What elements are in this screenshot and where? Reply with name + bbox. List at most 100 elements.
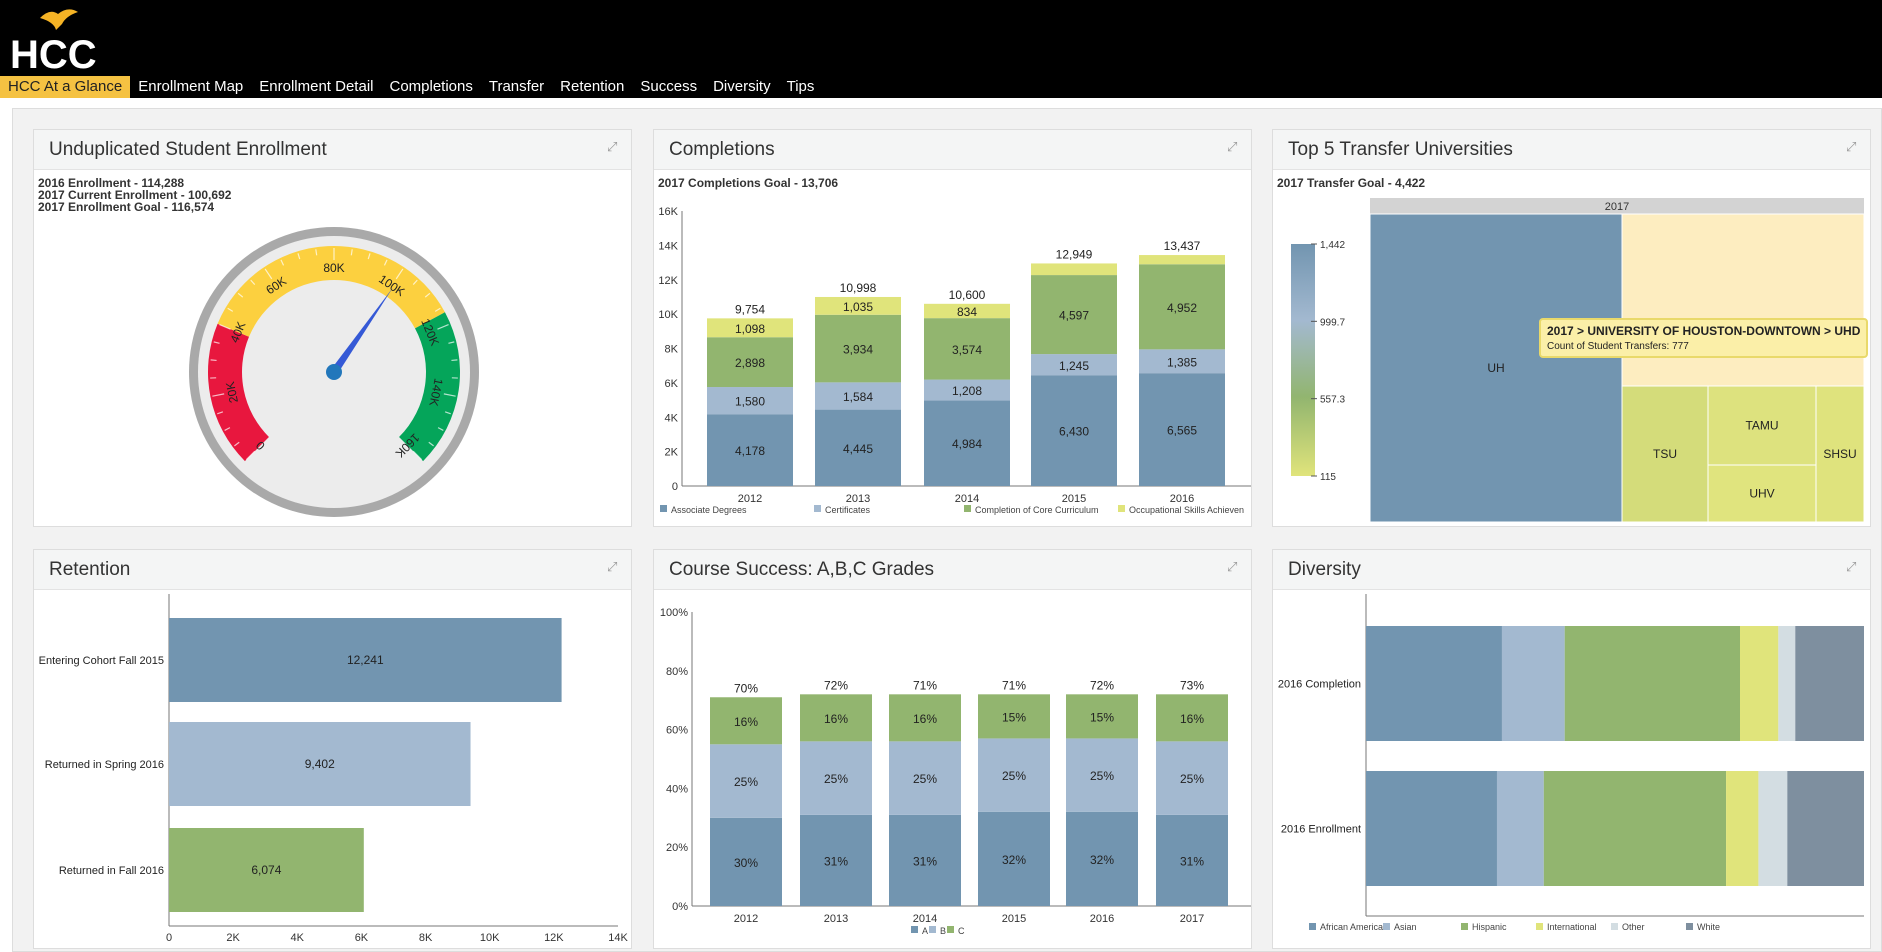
data-label: 31% <box>824 854 848 868</box>
bar-segment[interactable] <box>978 738 1050 812</box>
legend-item: International <box>1547 922 1597 932</box>
data-label: 25% <box>734 775 758 789</box>
hcc-logo[interactable]: HCC <box>10 6 122 77</box>
expand-icon[interactable]: ⤢ <box>1846 139 1857 154</box>
bar-segment[interactable] <box>1139 255 1225 265</box>
nav-tab-enrollment-detail[interactable]: Enrollment Detail <box>259 78 374 95</box>
total-label: 72% <box>1090 678 1114 692</box>
bar-segment[interactable] <box>1139 373 1225 486</box>
diversity-segment[interactable] <box>1726 771 1759 886</box>
retention-bar[interactable] <box>169 618 562 702</box>
bar-segment[interactable] <box>1066 738 1138 812</box>
bar-segment[interactable] <box>1156 814 1228 906</box>
treemap-header <box>1370 198 1864 214</box>
expand-icon[interactable]: ⤢ <box>1846 559 1857 574</box>
diversity-segment[interactable] <box>1564 626 1740 741</box>
diversity-segment[interactable] <box>1758 771 1788 886</box>
x-tick-label: 2015 <box>1062 493 1086 505</box>
bar-segment[interactable] <box>710 744 782 818</box>
diversity-segment[interactable] <box>1543 771 1727 886</box>
bar-segment[interactable] <box>710 817 782 906</box>
expand-icon[interactable]: ⤢ <box>1227 139 1238 154</box>
bar-segment[interactable] <box>924 379 1010 401</box>
diversity-segment[interactable] <box>1366 771 1497 886</box>
bar-segment[interactable] <box>1139 349 1225 374</box>
bar-segment[interactable] <box>924 400 1010 486</box>
panel-enrollment: Unduplicated Student Enrollment ⤢ 2016 Enr… <box>33 129 632 527</box>
bar-segment[interactable] <box>707 318 793 338</box>
bar-segment[interactable] <box>1156 741 1228 815</box>
treemap-cell-shsu[interactable] <box>1815 385 1865 523</box>
bar-segment[interactable] <box>815 296 901 315</box>
data-label: 25% <box>1002 769 1026 783</box>
bar-segment[interactable] <box>978 811 1050 906</box>
legend-item: White <box>1697 922 1720 932</box>
tooltip-body: Count of Student Transfers: 777 <box>1547 341 1689 352</box>
nav-tab-tips[interactable]: Tips <box>786 78 815 95</box>
diversity-segment[interactable] <box>1778 626 1796 741</box>
treemap-cell-uhd[interactable] <box>1621 213 1865 387</box>
expand-icon[interactable]: ⤢ <box>1227 559 1238 574</box>
bar-segment[interactable] <box>707 414 793 486</box>
bar-segment[interactable] <box>1139 264 1225 350</box>
expand-icon[interactable]: ⤢ <box>607 139 618 154</box>
nav-tab-completions[interactable]: Completions <box>389 78 473 95</box>
bar-segment[interactable] <box>889 694 961 742</box>
expand-icon[interactable]: ⤢ <box>607 559 618 574</box>
nav-tab-diversity[interactable]: Diversity <box>713 78 771 95</box>
bar-segment[interactable] <box>1156 694 1228 742</box>
data-label: 15% <box>1090 710 1114 724</box>
bar-segment[interactable] <box>889 814 961 906</box>
bar-segment[interactable] <box>800 814 872 906</box>
treemap-cell-uhv[interactable] <box>1707 464 1817 523</box>
bar-segment[interactable] <box>815 314 901 383</box>
treemap-cell-tamu[interactable] <box>1707 385 1817 466</box>
data-label: 32% <box>1002 853 1026 867</box>
diversity-segment[interactable] <box>1787 771 1864 886</box>
treemap-chart: 2017 UH TSU TAMU UHV SHSU 1,442 999.7 557.3 115 <box>1291 198 1865 523</box>
bar-segment[interactable] <box>800 694 872 742</box>
nav-tab-retention[interactable]: Retention <box>560 78 625 95</box>
diversity-segment[interactable] <box>1795 626 1864 741</box>
data-label: 834 <box>957 305 977 319</box>
bar-segment[interactable] <box>889 741 961 815</box>
bar-segment[interactable] <box>1031 375 1117 486</box>
treemap-cell-uh[interactable] <box>1369 213 1623 523</box>
bar-segment[interactable] <box>1031 275 1117 355</box>
diversity-segment[interactable] <box>1366 626 1502 741</box>
x-tick-label: 10K <box>480 932 500 944</box>
panel-header: Retention ⤢ <box>34 550 631 590</box>
gauge-tick <box>237 292 244 298</box>
bar-segment[interactable] <box>924 303 1010 319</box>
retention-bar[interactable] <box>169 828 364 912</box>
bar-segment[interactable] <box>800 741 872 815</box>
bar-segment[interactable] <box>1066 694 1138 739</box>
nav-tab-success[interactable]: Success <box>640 78 698 95</box>
legend-swatch <box>947 926 954 933</box>
x-tick-label: 2K <box>226 932 240 944</box>
nav-tab-hcc-at-a-glance[interactable]: HCC At a Glance <box>0 76 131 98</box>
panel-title: Retention <box>49 559 131 580</box>
data-label: 9,402 <box>305 757 335 771</box>
diversity-segment[interactable] <box>1739 626 1779 741</box>
bar-segment[interactable] <box>707 337 793 388</box>
bar-segment[interactable] <box>978 694 1050 739</box>
bar-segment[interactable] <box>1031 354 1117 376</box>
bar-segment[interactable] <box>710 697 782 745</box>
bar-segment[interactable] <box>815 382 901 410</box>
bar-segment[interactable] <box>1066 811 1138 906</box>
legend-swatch <box>1118 505 1125 512</box>
diversity-segment[interactable] <box>1496 771 1544 886</box>
legend-item: Asian <box>1394 922 1417 932</box>
main-nav: HCC At a Glance Enrollment Map Enrollment … <box>0 76 822 98</box>
bar-segment[interactable] <box>815 409 901 486</box>
bar-segment[interactable] <box>707 387 793 415</box>
diversity-segment[interactable] <box>1501 626 1565 741</box>
nav-tab-transfer[interactable]: Transfer <box>488 78 545 95</box>
bar-segment[interactable] <box>924 318 1010 380</box>
x-tick-label: 12K <box>544 932 564 944</box>
retention-bar[interactable] <box>169 722 471 806</box>
nav-tab-enrollment-map[interactable]: Enrollment Map <box>138 78 244 95</box>
bar-segment[interactable] <box>1031 263 1117 276</box>
